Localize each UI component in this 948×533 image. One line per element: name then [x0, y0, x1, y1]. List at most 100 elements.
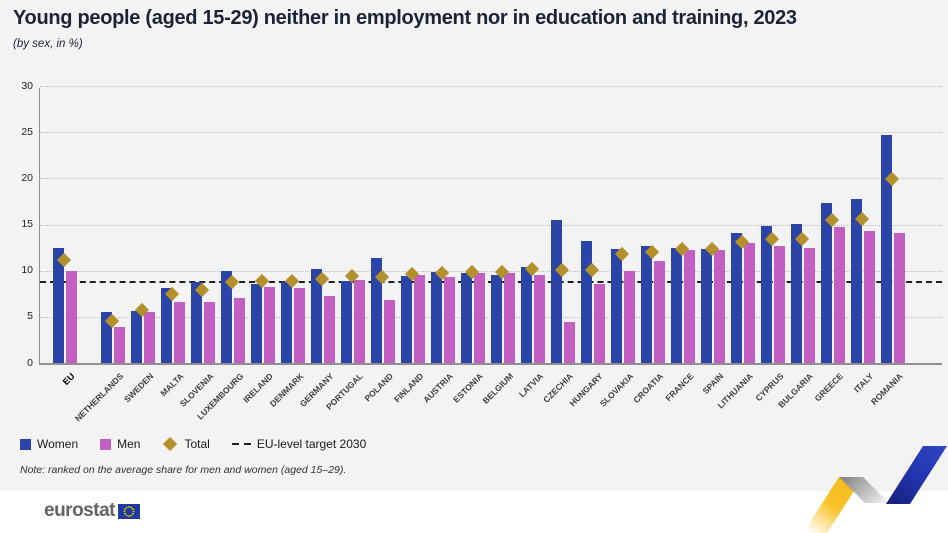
bar-men-italy	[864, 230, 875, 363]
bar-men-slovenia	[204, 302, 215, 363]
bar-women-ireland	[251, 283, 262, 363]
bar-women-eu	[53, 247, 64, 363]
bar-women-luxembourg	[221, 270, 232, 363]
bar-women-belgium	[491, 275, 502, 363]
women-swatch-icon	[20, 438, 31, 450]
bar-men-croatia	[654, 261, 665, 363]
y-tick-label-15: 15	[21, 218, 33, 230]
eu-flag-icon	[117, 503, 140, 519]
bar-men-austria	[444, 277, 455, 363]
x-label-finland: FINLAND	[391, 371, 426, 405]
bar-men-czechia	[564, 322, 575, 363]
x-label-austria: AUSTRIA	[421, 371, 456, 405]
men-swatch-icon	[100, 438, 112, 450]
y-tick-label-25: 25	[21, 125, 33, 138]
x-label-latvia: LATVIA	[516, 371, 546, 400]
footnote: Note: ranked on the average share for me…	[20, 464, 347, 476]
x-label-italy: ITALY	[851, 371, 876, 395]
bar-women-slovenia	[191, 281, 202, 363]
bar-men-belgium	[504, 272, 515, 363]
bar-women-romania	[881, 134, 892, 363]
bar-men-poland	[384, 300, 395, 363]
bar-men-bulgaria	[804, 247, 815, 363]
bar-women-slovakia	[611, 248, 622, 363]
bar-men-portugal	[354, 279, 365, 363]
x-label-croatia: CROATIA	[631, 371, 666, 406]
x-label-malta: MALTA	[157, 371, 186, 399]
x-label-romania: ROMANIA	[869, 371, 906, 407]
bar-men-greece	[834, 227, 845, 363]
bar-women-italy	[851, 198, 862, 363]
x-label-sweden: SWEDEN	[121, 371, 156, 405]
page-title: Young people (aged 15-29) neither in emp…	[13, 7, 797, 29]
bar-men-germany	[324, 295, 335, 363]
y-tick-label-30: 30	[21, 79, 33, 92]
legend-label-total: Total	[184, 437, 210, 451]
bar-men-sweden	[144, 312, 155, 363]
bar-women-cyprus	[761, 226, 772, 363]
bar-men-spain	[714, 250, 725, 363]
bar-men-lithuania	[744, 242, 755, 363]
x-label-greece: GREECE	[812, 371, 846, 404]
y-tick-label-5: 5	[27, 310, 33, 323]
legend-item-target: EU-level target 2030	[231, 437, 367, 451]
bar-women-spain	[701, 249, 712, 363]
bar-women-finland	[401, 276, 412, 363]
bar-women-austria	[431, 271, 442, 363]
bar-women-malta	[161, 288, 172, 363]
bar-men-luxembourg	[234, 298, 245, 363]
legend-label-women: Women	[37, 437, 79, 451]
bar-men-hungary	[594, 283, 605, 363]
bar-women-denmark	[281, 281, 292, 363]
bar-men-latvia	[534, 275, 545, 363]
gridline-15	[40, 224, 942, 226]
page-subtitle: (by sex, in %)	[13, 38, 83, 50]
bar-women-croatia	[641, 245, 652, 363]
legend-item-women: Women	[20, 437, 78, 451]
x-label-estonia: ESTONIA	[451, 371, 486, 405]
x-label-eu: EU	[61, 371, 78, 387]
bar-women-lithuania	[731, 232, 742, 363]
bar-women-greece	[821, 203, 832, 363]
x-label-spain: SPAIN	[700, 371, 726, 397]
bar-women-hungary	[581, 241, 592, 363]
bar-men-netherlands	[114, 327, 125, 363]
y-tick-label-0: 0	[27, 356, 33, 369]
gridline-20	[40, 178, 942, 180]
bar-men-slovakia	[624, 270, 635, 363]
bar-women-netherlands	[101, 312, 112, 363]
bar-women-poland	[371, 257, 382, 363]
bar-men-finland	[414, 275, 425, 363]
bar-men-france	[684, 250, 695, 363]
legend-item-men: Men	[100, 437, 140, 451]
eurostat-logo: eurostat	[44, 500, 140, 522]
bar-men-cyprus	[774, 245, 785, 363]
bar-men-romania	[894, 232, 905, 363]
footer-band: eurostat	[0, 491, 948, 533]
bar-women-france	[671, 247, 682, 363]
bar-women-sweden	[131, 311, 142, 363]
bar-women-bulgaria	[791, 223, 802, 363]
gridline-10	[40, 270, 942, 272]
eurostat-logo-text: eurostat	[44, 500, 115, 521]
plot-area: 0 5 10 15 20 25 30 EU NETHERLANDS SWEDEN MALTA SLOV…	[21, 80, 942, 423]
y-tick-label-10: 10	[21, 264, 33, 277]
gridline-25	[40, 132, 942, 134]
dashed-line-icon	[231, 442, 251, 446]
legend-label-target: EU-level target 2030	[256, 437, 367, 451]
bar-men-eu	[66, 270, 77, 363]
legend-label-men: Men	[117, 437, 141, 451]
y-tick-label-20: 20	[21, 171, 33, 184]
bar-women-latvia	[521, 266, 532, 363]
gridline-30	[40, 86, 942, 87]
bar-men-malta	[174, 302, 185, 363]
x-label-france: FRANCE	[662, 371, 696, 404]
bar-women-portugal	[341, 280, 352, 363]
total-diamond-icon	[163, 436, 178, 452]
bar-women-germany	[311, 268, 322, 363]
bar-women-czechia	[551, 219, 562, 363]
x-label-poland: POLAND	[362, 371, 396, 404]
bar-men-ireland	[264, 287, 275, 363]
x-label-belgium: BELGIUM	[480, 371, 516, 406]
